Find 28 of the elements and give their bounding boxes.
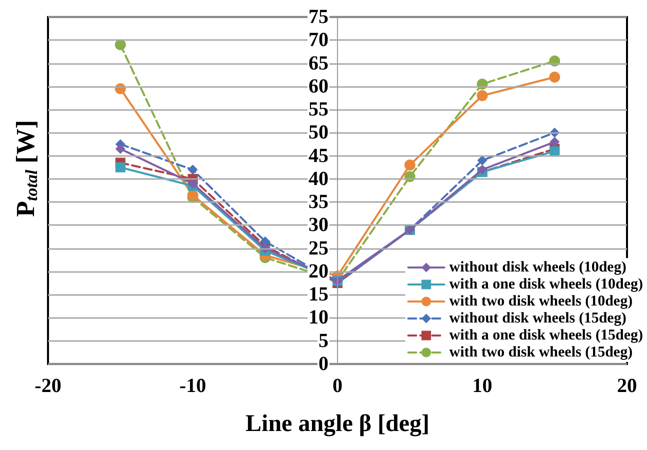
legend-label: with two disk wheels (10deg) [449,294,633,310]
y-tick-label: 0 [318,353,328,375]
y-tick-label: 75 [308,6,328,28]
x-tick-label: 20 [617,375,637,397]
y-tick-label: 45 [308,144,328,167]
legend-label: with a one disk wheels (10deg) [449,276,644,292]
x-tick-label: -10 [179,375,206,397]
y-tick-label: 20 [308,260,328,282]
y-tick-label: 30 [308,214,328,236]
y-tick-label: 40 [308,168,328,190]
x-tick-label: 10 [472,375,492,397]
legend-label: without disk wheels (15deg) [449,310,626,326]
y-tick-label: 25 [308,237,328,260]
y-tick-label: 70 [308,29,328,52]
y-tick-label: 10 [308,306,328,329]
legend-label: with two disk wheels (15deg) [449,344,633,360]
y-tick-label: 5 [318,330,328,352]
y-tick-label: 60 [308,75,328,98]
x-axis-title: Line angle β [deg] [246,411,430,437]
x-tick-label: -20 [34,375,62,397]
y-tick-label: 35 [308,191,328,214]
y-tick-label: 55 [308,98,328,121]
x-tick-label: 0 [332,375,342,397]
legend-label: without disk wheels (10deg) [449,260,626,276]
y-tick-label: 15 [308,284,328,306]
y-tick-label: 65 [308,52,328,74]
legend-label: with a one disk wheels (15deg) [449,328,644,344]
y-tick-label: 50 [308,122,328,144]
